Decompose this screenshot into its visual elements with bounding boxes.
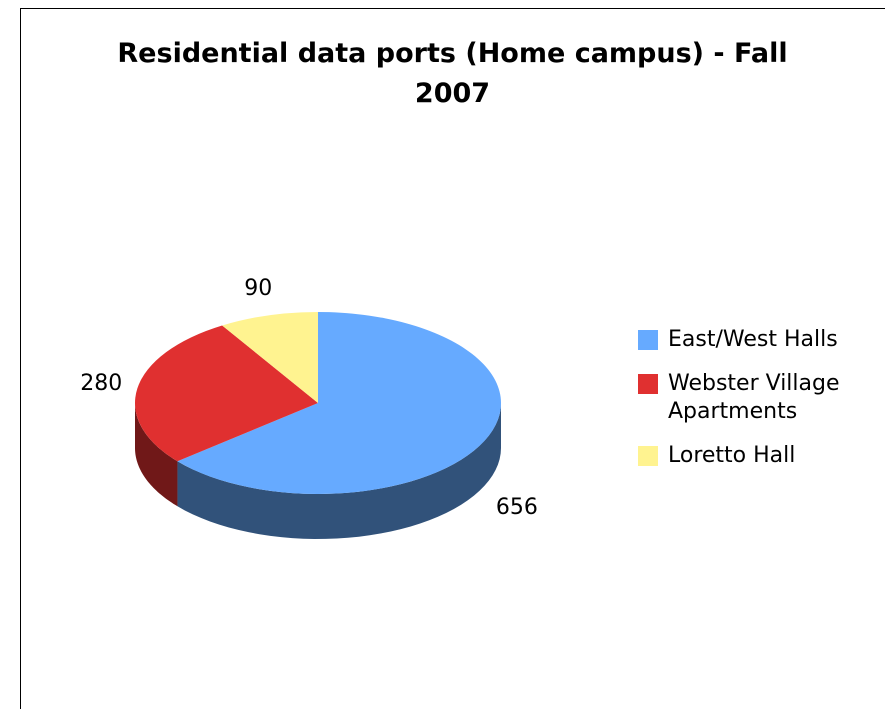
data-label: 280 — [80, 371, 122, 396]
pie-slice-side — [135, 403, 178, 507]
data-label: 90 — [244, 276, 272, 301]
legend-entry: Loretto Hall — [638, 442, 885, 470]
pie-slice — [135, 325, 318, 462]
legend-label: East/West Halls — [668, 327, 838, 352]
legend-swatch — [638, 446, 658, 466]
pie-slice — [222, 312, 318, 403]
legend-swatch — [638, 330, 658, 350]
chart-frame — [20, 8, 885, 709]
legend-label: Loretto Hall — [668, 443, 796, 468]
legend-entry: Webster Village Apartments — [638, 370, 885, 426]
pie-slice — [177, 312, 502, 494]
chart-title: Residential data ports (Home campus) - F… — [117, 38, 788, 109]
legend-entry: East/West Halls — [638, 326, 885, 354]
data-label: 656 — [496, 495, 538, 520]
pie-slice-side — [177, 403, 501, 539]
legend: East/West Halls Webster Village Apartment… — [638, 326, 885, 486]
legend-swatch — [638, 374, 658, 394]
legend-label: Webster Village Apartments — [668, 371, 840, 424]
